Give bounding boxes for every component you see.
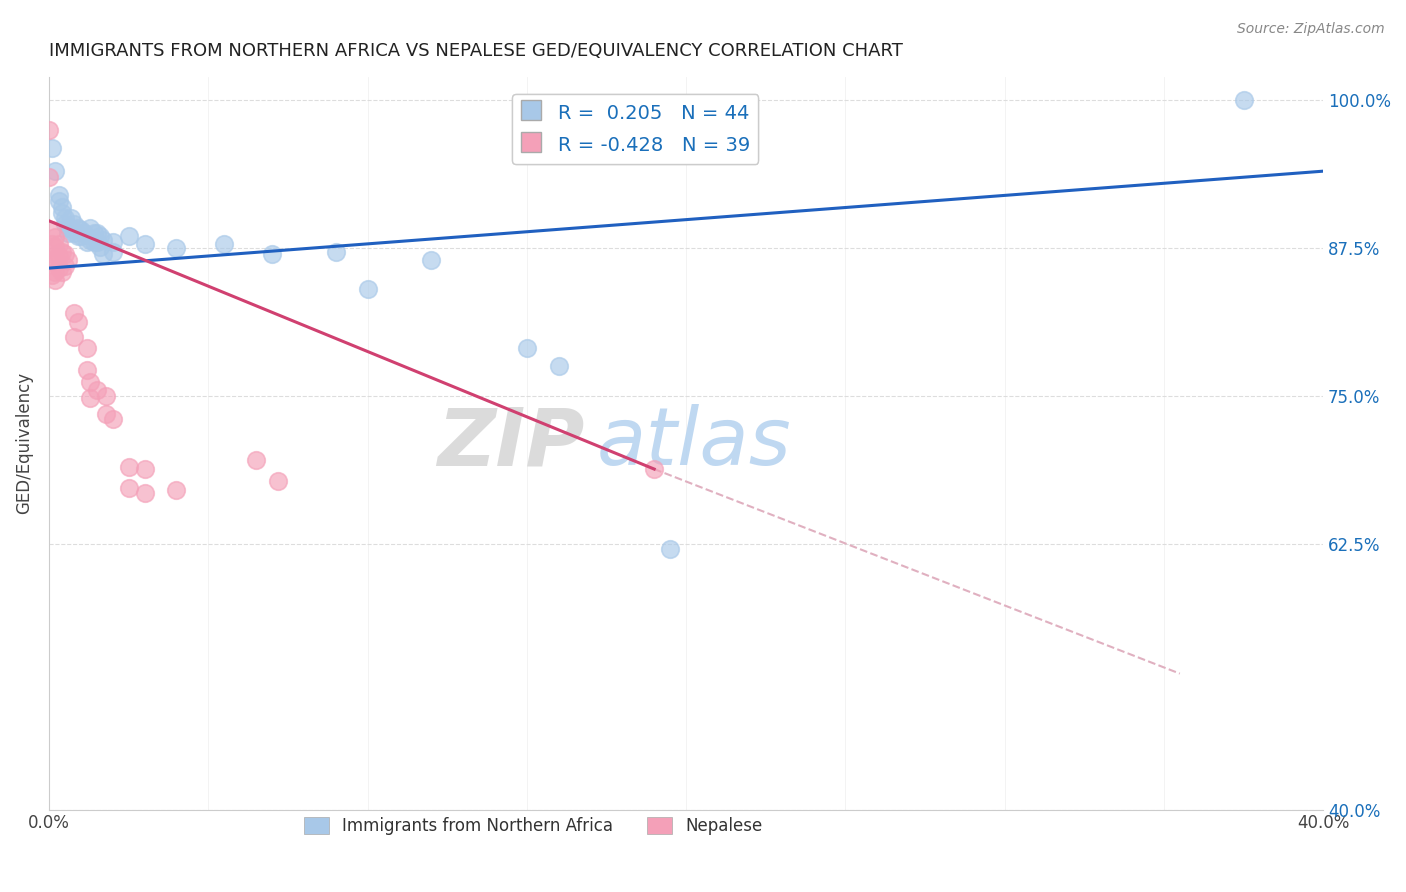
Point (69, 229, 91, 244)
Point (76, 342, 98, 356)
Point (101, 235, 124, 249)
Point (44, 248, 66, 262)
Point (91, 247, 114, 261)
Point (44, 265, 66, 279)
Point (165, 483, 187, 498)
Point (63, 329, 86, 343)
Point (547, 359, 569, 374)
Point (267, 474, 290, 488)
Point (63, 226, 86, 240)
Point (48, 187, 70, 202)
Point (260, 247, 283, 261)
Point (91, 233, 114, 247)
Point (76, 363, 98, 377)
Point (96, 407, 118, 421)
Point (56, 252, 79, 267)
Point (51, 265, 73, 279)
Point (117, 481, 139, 495)
Point (63, 218, 86, 232)
Point (60, 211, 83, 226)
Legend: R =  0.205   N = 44, R = -0.428   N = 39: R = 0.205 N = 44, R = -0.428 N = 39 (512, 94, 758, 164)
Point (44, 230, 66, 244)
Point (44, 256, 66, 270)
Point (1232, 93, 1254, 107)
Point (165, 241, 187, 255)
Point (79, 391, 101, 405)
Point (89, 229, 111, 244)
Point (76, 235, 98, 249)
Point (44, 273, 66, 287)
Point (659, 542, 682, 557)
Point (56, 221, 79, 235)
Point (38, 123, 60, 137)
Point (134, 462, 156, 476)
Point (134, 485, 156, 500)
Point (41, 140, 63, 154)
Text: atlas: atlas (598, 404, 792, 482)
Point (83, 235, 105, 249)
Point (96, 389, 118, 403)
Point (41, 237, 63, 252)
Point (69, 223, 91, 237)
Point (53, 259, 76, 273)
Point (38, 170, 60, 185)
Point (66, 221, 89, 235)
Point (48, 194, 70, 208)
Point (117, 459, 139, 474)
Point (53, 218, 76, 232)
Point (48, 237, 70, 252)
Point (66, 316, 89, 330)
Text: ZIP: ZIP (437, 404, 583, 482)
Point (66, 229, 89, 244)
Text: IMMIGRANTS FROM NORTHERN AFRICA VS NEPALESE GED/EQUIVALENCY CORRELATION CHART: IMMIGRANTS FROM NORTHERN AFRICA VS NEPAL… (49, 42, 903, 60)
Point (79, 221, 101, 235)
Point (48, 261, 70, 276)
Point (245, 452, 267, 467)
Point (41, 268, 63, 283)
Point (51, 244, 73, 259)
Point (325, 244, 347, 259)
Point (73, 226, 96, 240)
Point (56, 226, 79, 240)
Point (420, 252, 443, 267)
Point (79, 375, 101, 389)
Point (83, 226, 105, 240)
Point (86, 235, 108, 249)
Point (86, 383, 108, 397)
Point (60, 221, 83, 235)
Point (51, 200, 73, 214)
Point (117, 229, 139, 244)
Point (48, 249, 70, 263)
Point (101, 244, 124, 259)
Point (89, 240, 111, 254)
Point (134, 237, 156, 252)
Point (63, 306, 86, 320)
Point (44, 164, 66, 178)
Point (53, 211, 76, 226)
Point (516, 342, 538, 356)
Point (101, 412, 124, 426)
Point (41, 252, 63, 267)
Point (212, 237, 235, 252)
Point (53, 247, 76, 261)
Point (41, 223, 63, 237)
Point (79, 233, 101, 247)
Point (356, 282, 378, 296)
Point (44, 240, 66, 254)
Point (51, 205, 73, 219)
Point (86, 226, 108, 240)
Point (643, 462, 665, 476)
Y-axis label: GED/Equivalency: GED/Equivalency (15, 372, 32, 514)
Text: Source: ZipAtlas.com: Source: ZipAtlas.com (1237, 22, 1385, 37)
